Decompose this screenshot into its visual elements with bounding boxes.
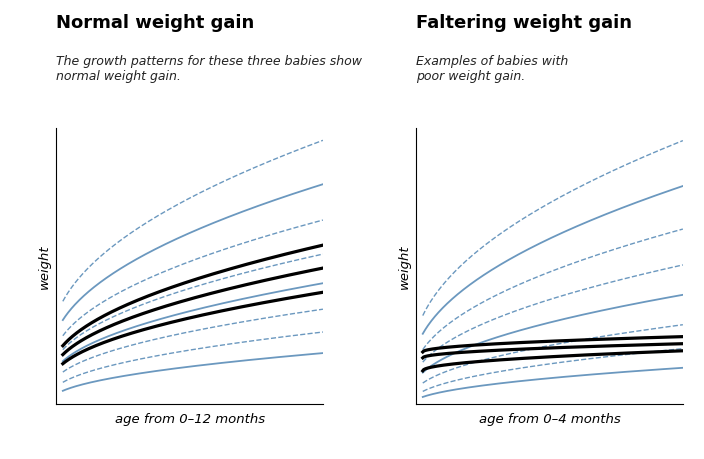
X-axis label: age from 0–12 months: age from 0–12 months: [115, 412, 265, 425]
Y-axis label: weight: weight: [38, 244, 51, 289]
Text: The growth patterns for these three babies show
normal weight gain.: The growth patterns for these three babi…: [56, 55, 363, 83]
Text: Examples of babies with
poor weight gain.: Examples of babies with poor weight gain…: [416, 55, 569, 83]
Y-axis label: weight: weight: [398, 244, 410, 289]
Text: Normal weight gain: Normal weight gain: [56, 14, 255, 32]
Text: Faltering weight gain: Faltering weight gain: [416, 14, 632, 32]
X-axis label: age from 0–4 months: age from 0–4 months: [479, 412, 620, 425]
